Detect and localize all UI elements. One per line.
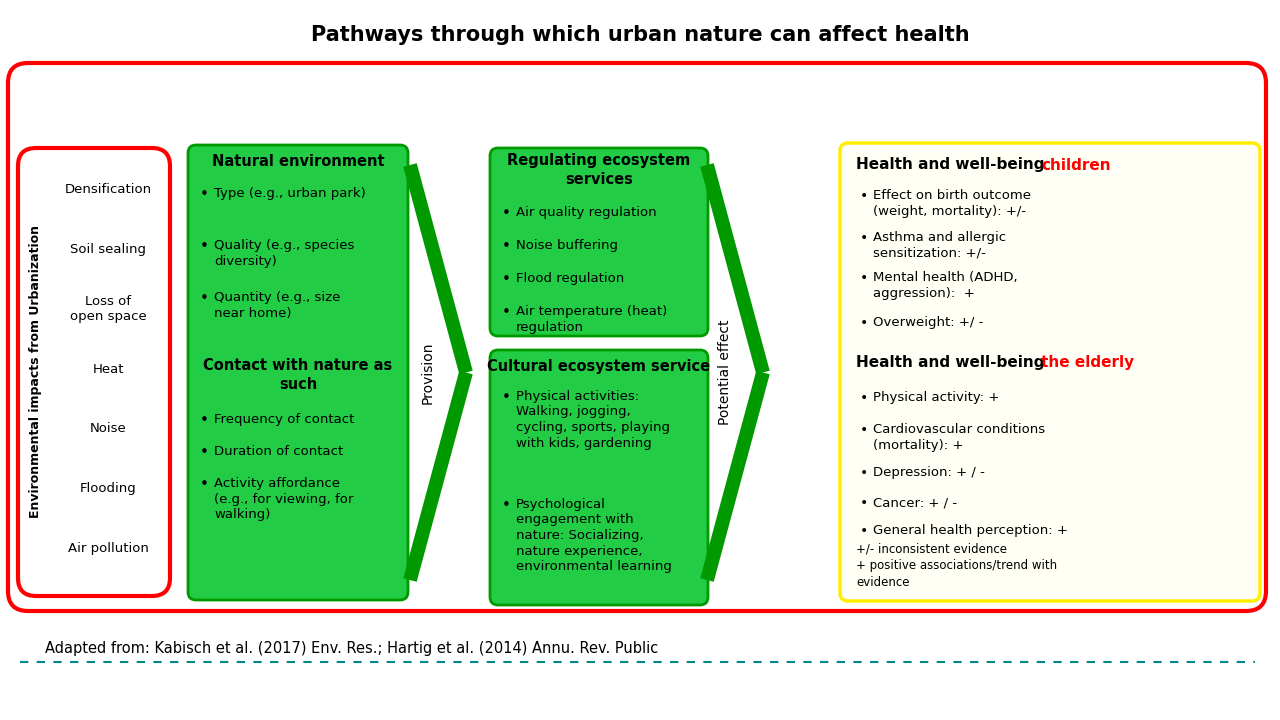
Text: Potential effect: Potential effect xyxy=(718,320,732,426)
Text: Heat: Heat xyxy=(92,362,124,376)
FancyBboxPatch shape xyxy=(840,143,1260,601)
Text: Cancer: + / -: Cancer: + / - xyxy=(873,496,957,509)
FancyBboxPatch shape xyxy=(188,145,408,600)
Text: Quantity (e.g., size
near home): Quantity (e.g., size near home) xyxy=(214,291,340,320)
Text: Quality (e.g., species
diversity): Quality (e.g., species diversity) xyxy=(214,239,355,268)
FancyBboxPatch shape xyxy=(490,148,708,336)
Text: Frequency of contact: Frequency of contact xyxy=(214,413,355,426)
Text: •: • xyxy=(860,496,868,510)
Text: •: • xyxy=(200,291,209,306)
Text: Air pollution: Air pollution xyxy=(68,541,148,554)
Text: Flood regulation: Flood regulation xyxy=(516,272,625,285)
Text: •: • xyxy=(502,390,511,405)
Text: •: • xyxy=(860,524,868,538)
Text: Environmental impacts from Urbanization: Environmental impacts from Urbanization xyxy=(29,225,42,518)
Text: children: children xyxy=(1041,158,1111,173)
Text: •: • xyxy=(502,272,511,287)
Text: Psychological
engagement with
nature: Socializing,
nature experience,
environmen: Psychological engagement with nature: So… xyxy=(516,498,672,573)
Text: Cultural ecosystem service: Cultural ecosystem service xyxy=(488,359,710,374)
Text: •: • xyxy=(860,391,868,405)
Text: •: • xyxy=(200,187,209,202)
Text: •: • xyxy=(200,445,209,460)
Text: •: • xyxy=(860,189,868,203)
Text: Health and well-being: Health and well-being xyxy=(856,356,1050,371)
Text: Air quality regulation: Air quality regulation xyxy=(516,206,657,219)
Text: Health and well-being: Health and well-being xyxy=(856,158,1050,173)
Text: Effect on birth outcome
(weight, mortality): +/-: Effect on birth outcome (weight, mortali… xyxy=(873,189,1030,217)
Text: Provision: Provision xyxy=(421,341,435,404)
Text: •: • xyxy=(200,413,209,428)
Text: Contact with nature as
such: Contact with nature as such xyxy=(204,358,393,392)
FancyBboxPatch shape xyxy=(490,350,708,605)
Text: Loss of
open space: Loss of open space xyxy=(69,295,146,323)
Text: •: • xyxy=(502,498,511,513)
Text: •: • xyxy=(860,231,868,245)
Text: Mental health (ADHD,
aggression):  +: Mental health (ADHD, aggression): + xyxy=(873,271,1018,300)
Text: Cardiovascular conditions
(mortality): +: Cardiovascular conditions (mortality): + xyxy=(873,423,1046,452)
Text: Overweight: +/ -: Overweight: +/ - xyxy=(873,316,983,329)
Text: Soil sealing: Soil sealing xyxy=(70,243,146,256)
FancyBboxPatch shape xyxy=(18,148,170,596)
Text: Densification: Densification xyxy=(64,184,151,197)
Text: •: • xyxy=(860,423,868,437)
Text: Noise buffering: Noise buffering xyxy=(516,239,618,252)
Text: •: • xyxy=(502,206,511,221)
Text: General health perception: +: General health perception: + xyxy=(873,524,1068,537)
Text: Physical activity: +: Physical activity: + xyxy=(873,391,1000,404)
Text: Noise: Noise xyxy=(90,422,127,436)
Text: Activity affordance
(e.g., for viewing, for
walking): Activity affordance (e.g., for viewing, … xyxy=(214,477,353,521)
Text: Flooding: Flooding xyxy=(79,482,137,495)
Text: Air temperature (heat)
regulation: Air temperature (heat) regulation xyxy=(516,305,667,333)
Text: Duration of contact: Duration of contact xyxy=(214,445,343,458)
Text: Pathways through which urban nature can affect health: Pathways through which urban nature can … xyxy=(311,25,969,45)
Text: Adapted from: Kabisch et al. (2017) Env. Res.; Hartig et al. (2014) Annu. Rev. P: Adapted from: Kabisch et al. (2017) Env.… xyxy=(45,641,658,655)
Text: Depression: + / -: Depression: + / - xyxy=(873,466,984,479)
Text: Natural environment: Natural environment xyxy=(211,155,384,169)
Text: •: • xyxy=(860,316,868,330)
Text: Type (e.g., urban park): Type (e.g., urban park) xyxy=(214,187,366,200)
Text: •: • xyxy=(502,239,511,254)
Text: •: • xyxy=(502,305,511,320)
Text: •: • xyxy=(860,271,868,285)
Text: Asthma and allergic
sensitization: +/-: Asthma and allergic sensitization: +/- xyxy=(873,231,1006,260)
Text: Physical activities:
Walking, jogging,
cycling, sports, playing
with kids, garde: Physical activities: Walking, jogging, c… xyxy=(516,390,669,449)
Text: +/- inconsistent evidence
+ positive associations/trend with
evidence: +/- inconsistent evidence + positive ass… xyxy=(856,543,1057,589)
Text: Regulating ecosystem
services: Regulating ecosystem services xyxy=(507,153,691,186)
Text: the elderly: the elderly xyxy=(1041,356,1134,371)
Text: •: • xyxy=(860,466,868,480)
Text: •: • xyxy=(200,239,209,254)
Text: •: • xyxy=(200,477,209,492)
